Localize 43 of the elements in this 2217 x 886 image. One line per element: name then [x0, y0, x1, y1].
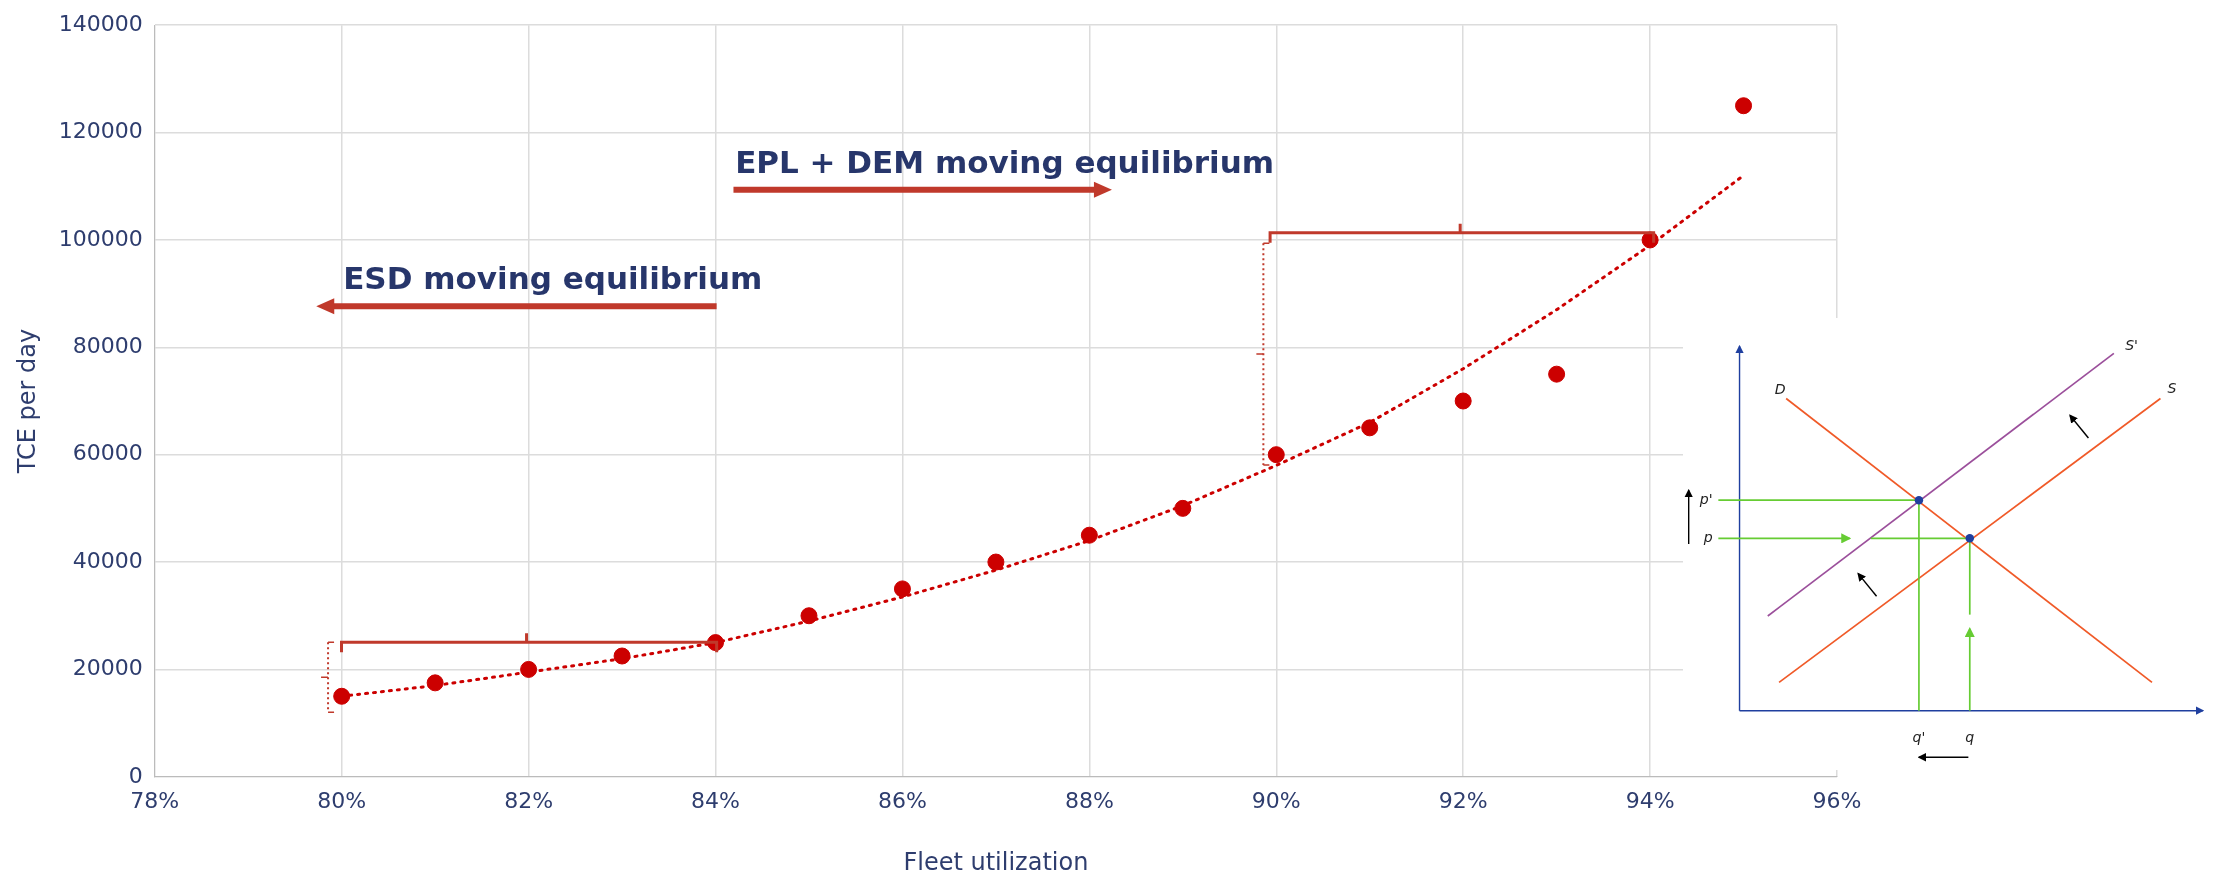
x-tick-label: 86% [877, 787, 927, 813]
x-tick-label: 96% [1812, 787, 1862, 813]
annotation: D [1774, 381, 1786, 398]
y-tick-label: 60000 [72, 440, 143, 466]
point [333, 687, 351, 705]
point [1174, 499, 1192, 517]
x-axis-title: Fleet utilization [903, 847, 1089, 876]
y-tick-label: 120000 [58, 118, 143, 144]
x-tick-label: 94% [1625, 787, 1675, 813]
x-tick-label: 82% [504, 787, 554, 813]
annotation: EPL + DEM moving equilibrium [735, 143, 1275, 180]
point [520, 660, 538, 678]
point [893, 580, 911, 598]
point [1454, 392, 1472, 410]
y-tick-label: 140000 [58, 10, 143, 36]
point [800, 607, 818, 625]
point [987, 553, 1005, 571]
point [613, 647, 631, 665]
y-tick-label: 80000 [72, 333, 143, 359]
x-tick-label: 80% [317, 787, 367, 813]
annotation: p [1702, 529, 1713, 546]
y-tick-label: 0 [128, 762, 143, 788]
y-tick-label: 100000 [58, 225, 143, 251]
x-tick-label: 92% [1438, 787, 1488, 813]
text: S' [2125, 337, 2138, 354]
point [426, 674, 444, 692]
text: q' [1912, 728, 1926, 745]
x-tick-label: 78% [130, 787, 180, 813]
y-tick-label: 20000 [72, 655, 143, 681]
point [1735, 97, 1753, 115]
text: q [1965, 728, 1975, 745]
point [1361, 419, 1379, 437]
point [1548, 365, 1566, 383]
point [1267, 446, 1285, 464]
x-tick-label: 88% [1064, 787, 1114, 813]
annotation: ESD moving equilibrium [343, 260, 763, 297]
y-axis-title: TCE per day [12, 328, 41, 475]
point [1080, 526, 1098, 544]
y-tick-label: 40000 [72, 547, 143, 573]
x-tick-label: 84% [691, 787, 740, 813]
x-tick-label: 90% [1251, 787, 1301, 813]
text: S [2167, 379, 2177, 396]
annotation: p' [1698, 491, 1713, 508]
